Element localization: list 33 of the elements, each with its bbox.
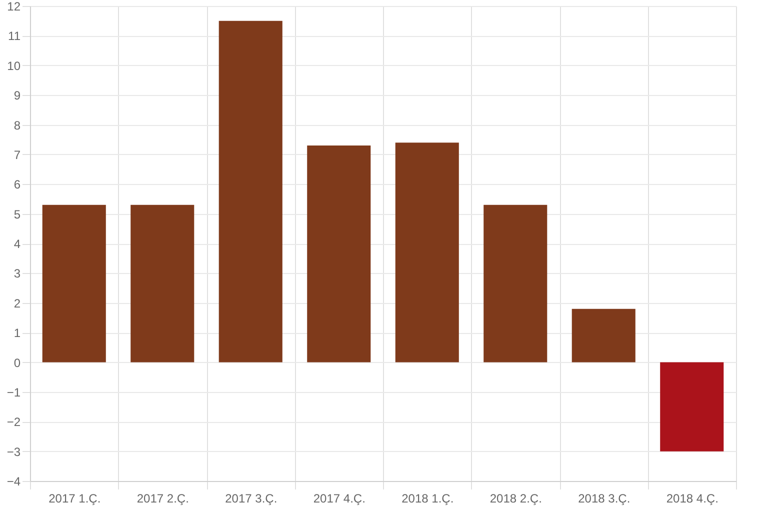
x-tick-label: 2018 2.Ç.: [490, 492, 542, 506]
y-tick-label: −2: [6, 415, 21, 430]
y-tick-label: 7: [14, 148, 21, 162]
x-tick-label: 2018 3.Ç.: [578, 492, 630, 506]
x-tick-label: 2017 2.Ç.: [136, 492, 189, 506]
y-tick-label: 6: [14, 178, 21, 192]
bar: [572, 308, 636, 362]
x-tick-label: 2017 4.Ç.: [313, 492, 366, 506]
y-tick-label: 5: [14, 207, 21, 222]
x-tick-label: 2018 1.Ç.: [402, 492, 454, 506]
y-tick-label: 3: [14, 266, 21, 281]
y-tick-label: 0: [14, 356, 21, 370]
y-tick-label: 9: [14, 88, 21, 103]
y-tick-label: 8: [14, 118, 21, 132]
x-tick-label: 2018 4.Ç.: [666, 492, 718, 506]
y-tick-label: 11: [8, 29, 21, 44]
y-tick-label: −4: [6, 474, 21, 488]
bar: [484, 204, 548, 362]
y-tick-label: 1: [14, 326, 21, 340]
bar: [307, 146, 371, 362]
y-tick-label: 2: [14, 296, 21, 310]
y-tick-label: −3: [6, 444, 21, 459]
y-tick-label: 10: [7, 58, 21, 73]
bar: [218, 20, 282, 362]
bar: [395, 142, 459, 362]
bar: [660, 362, 724, 452]
y-tick-label: 12: [7, 0, 21, 14]
bar: [130, 204, 194, 362]
y-tick-label: 4: [14, 237, 21, 251]
x-tick-label: 2017 3.Ç.: [225, 492, 278, 506]
bar: [42, 204, 106, 362]
x-tick-label: 2017 1.Ç.: [48, 492, 101, 506]
y-tick-label: −1: [6, 385, 21, 400]
